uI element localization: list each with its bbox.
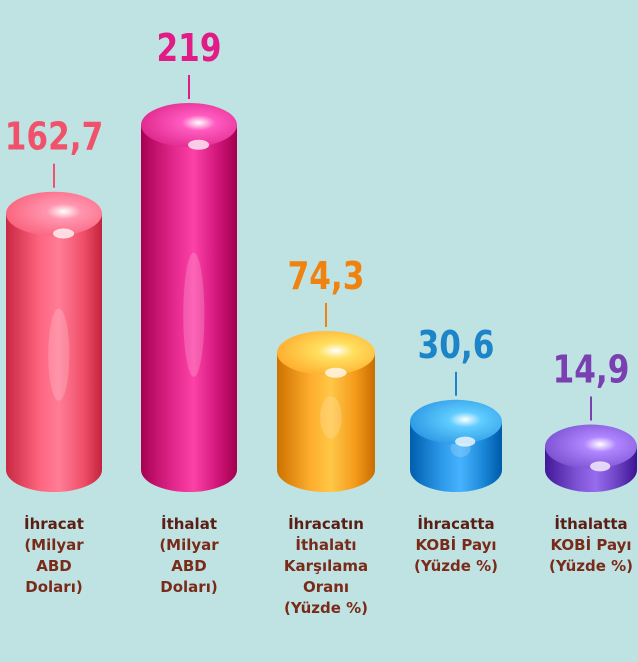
cylinder-body-1 [6, 213, 102, 493]
cylinder-top-5 [545, 424, 637, 469]
bars-group: 162,7 219 74,3 30,6 14,9 [5, 27, 637, 493]
category-label-line: Oranı [302, 578, 350, 596]
category-label-2: İthalat (Milyar ABD Doları) [124, 514, 254, 598]
cylinder-glow-2 [183, 252, 205, 377]
cylinder-bar-3: 74,3 [277, 255, 375, 492]
cylinder-bar-5: 14,9 [545, 349, 637, 492]
cylinder-shine-5 [590, 461, 611, 472]
category-label-line: İthalat [161, 515, 217, 533]
cylinder-top-2 [141, 103, 237, 147]
category-label-line: ABD [36, 557, 72, 575]
cylinder-bar-1: 162,7 [5, 116, 104, 493]
category-label-line: (Yüzde %) [283, 599, 369, 617]
value-label-4: 30,6 [418, 324, 495, 368]
category-label-1: İhracat (Milyar ABD Doları) [0, 514, 119, 598]
category-label-line: Doları) [160, 578, 218, 596]
cylinder-top-3 [277, 330, 375, 375]
cylinder-shine-3 [325, 367, 347, 378]
category-label-line: İhracat [24, 515, 84, 533]
cylinder-shine-4 [455, 436, 476, 447]
cylinder-glow-1 [48, 308, 70, 401]
category-label-line: (Yüzde %) [413, 557, 499, 575]
value-label-1: 162,7 [5, 116, 104, 160]
category-label-line: Doları) [25, 578, 83, 596]
cylinder-shine-2 [188, 139, 210, 150]
category-label-line: İhracatta [417, 515, 495, 533]
category-label-4: İhracatta KOBİ Payı (Yüzde %) [391, 514, 521, 577]
cylinder-top-1 [6, 191, 102, 236]
category-label-3: İhracatın İthalatı Karşılama Oranı (Yüzde %) [261, 514, 391, 619]
cylinder-glow-3 [320, 396, 342, 439]
cylinder-shine-1 [53, 228, 75, 239]
category-label-line: İthalatı [295, 536, 357, 554]
category-label-line: (Milyar [159, 536, 219, 554]
category-label-line: İhracatın [288, 515, 364, 533]
category-label-line: Karşılama [283, 557, 369, 575]
category-label-line: (Milyar [24, 536, 84, 554]
cylinder-body-3 [277, 352, 375, 492]
category-label-5: İthalatta KOBİ Payı (Yüzde %) [526, 514, 638, 577]
cylinder-bar-4: 30,6 [410, 324, 502, 492]
category-label-line: ABD [171, 557, 207, 575]
cylinder-bar-2: 219 [141, 27, 237, 492]
category-label-line: KOBİ Payı [550, 536, 632, 554]
category-label-line: İthalatta [554, 515, 628, 533]
category-label-line: KOBİ Payı [415, 536, 497, 554]
category-label-line: (Yüzde %) [548, 557, 634, 575]
value-label-3: 74,3 [288, 255, 365, 299]
cylinder-body-2 [141, 125, 237, 492]
cylinder-top-4 [410, 399, 502, 444]
value-label-2: 219 [156, 27, 221, 71]
value-label-5: 14,9 [553, 349, 630, 393]
